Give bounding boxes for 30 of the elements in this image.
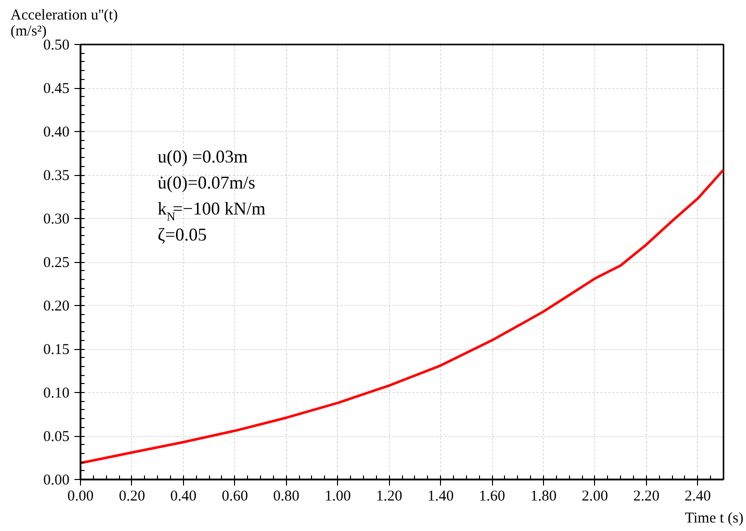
y-tick-label: 0.05: [43, 429, 70, 445]
y-tick-label: 0.40: [43, 124, 70, 140]
x-tick-label: 1.40: [427, 488, 454, 504]
y-tick-label: 0.25: [43, 255, 70, 271]
x-tick-label: 2.40: [684, 488, 711, 504]
x-tick-label: 2.20: [633, 488, 660, 504]
y-tick-label: 0.00: [43, 472, 70, 488]
x-tick-label: 1.80: [530, 488, 557, 504]
y-tick-label: 0.10: [43, 386, 70, 402]
x-tick-label: 0.60: [222, 488, 248, 504]
y-tick-label: 0.15: [43, 342, 70, 358]
y-tick-label: 0.45: [43, 81, 70, 97]
x-tick-label: 0.40: [170, 488, 197, 504]
annotation: u̇(0)=0.07m/s: [158, 172, 256, 192]
x-tick-label: 1.60: [478, 488, 506, 504]
y-tick-label: 0.30: [43, 212, 70, 228]
x-axis-title: Time t (s): [684, 510, 744, 526]
y-tick-label: 0.35: [43, 168, 70, 184]
line-series: [80, 168, 724, 464]
y-axis-title: Acceleration u''(t) (m/s²): [10, 8, 118, 40]
x-tick-label: 0.20: [118, 488, 146, 504]
y-tick-label: 0.50: [43, 38, 70, 54]
x-tick-label: 0.00: [67, 488, 94, 504]
x-tick-label: 1.20: [376, 488, 402, 504]
x-tick-label: 0.80: [273, 488, 300, 504]
y-tick-label: 0.20: [43, 298, 70, 314]
annotation: u(0) =0.03m: [158, 146, 248, 166]
x-tick-label: 2.00: [582, 488, 608, 504]
x-tick-label: 1.00: [324, 488, 351, 504]
annotation: ζ=0.05: [158, 224, 207, 245]
